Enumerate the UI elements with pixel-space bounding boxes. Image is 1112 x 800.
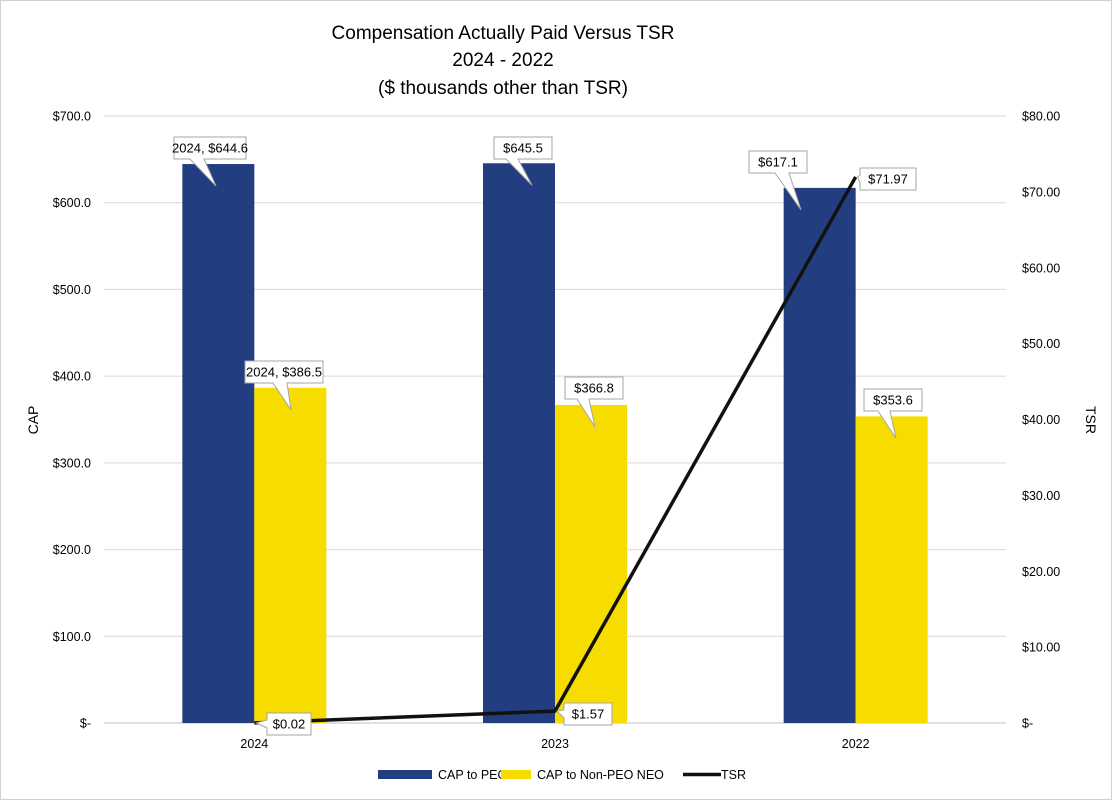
callout-box [254,712,312,736]
y2-axis-ticks: $- $10.00 $20.00 $30.00 $40.00 $50.00 $60.00 $7… [1022,110,1060,731]
callout-box [857,167,917,191]
data-label-tsr-2022: $71.97 [857,167,917,191]
x-axis-ticks: 2024 2023 2022 [240,737,869,751]
data-label-cap-peo-2022: $617.1 [748,150,808,211]
callout-text: $617.1 [758,155,798,170]
callout-box [564,376,624,428]
y2-tick-label: $- [1022,717,1033,731]
y2-tick-label: $50.00 [1022,337,1060,351]
callout-text: 2024, $644.6 [172,141,248,156]
legend-label-cap-to-non-peo-neo: CAP to Non-PEO NEO [537,768,664,782]
legend-label-cap-to-peo: CAP to PEO [438,768,508,782]
data-label-tsr-2024: $0.02 [254,712,312,736]
data-label-tsr-2023: $1.57 [555,702,613,726]
y2-tick-label: $20.00 [1022,565,1060,579]
y-tick-label: $400.0 [53,370,91,384]
bar-cap-to-non-peo-neo-2022 [855,416,928,723]
y-tick-label: $200.0 [53,543,91,557]
callout-box [493,136,553,186]
callout-text: $645.5 [503,141,543,156]
bar-cap-to-peo-2023 [483,163,555,724]
y2-tick-label: $60.00 [1022,261,1060,275]
callout-box [863,388,923,439]
tsr-line [254,176,858,725]
bar-cap-to-non-peo-neo-2023 [555,404,627,723]
callout-text: $71.97 [868,172,908,187]
legend-swatch-cap-to-non-peo-neo [501,770,531,779]
chart-subtitle-units: ($ thousands other than TSR) [378,78,628,99]
y-tick-label: $500.0 [53,283,91,297]
data-label-cap-peo-2024: 2024, $644.6 [172,136,248,187]
data-label-cap-neo-2022: $353.6 [863,388,923,439]
y2-tick-label: $10.00 [1022,641,1060,655]
x-tick-label: 2023 [541,737,569,751]
y2-tick-label: $70.00 [1022,185,1060,199]
data-labels: 2024, $644.6 $645.5 $617.1 2024, $386.5 $366… [172,136,923,736]
data-label-cap-neo-2024: 2024, $386.5 [244,360,324,411]
data-label-cap-neo-2023: $366.8 [564,376,624,428]
callout-box [173,136,247,187]
y-tick-label: $700.0 [53,110,91,124]
bars [182,163,928,724]
y-tick-label: $- [80,717,91,731]
chart-title: Compensation Actually Paid Versus TSR [332,23,675,44]
callout-box [244,360,324,411]
bar-cap-to-peo-2024 [182,164,255,723]
callout-text: $1.57 [572,707,605,722]
y-axis-title: CAP [25,406,41,435]
legend-label-tsr: TSR [721,768,746,782]
callout-text: 2024, $386.5 [246,365,322,380]
x-tick-label: 2024 [240,737,268,751]
y-tick-label: $600.0 [53,196,91,210]
callout-box [555,702,613,726]
bar-cap-to-non-peo-neo-2024 [254,387,327,723]
y2-tick-label: $80.00 [1022,110,1060,124]
legend-swatch-cap-to-peo [378,770,432,779]
y-tick-label: $300.0 [53,456,91,470]
y-tick-label: $100.0 [53,630,91,644]
callout-box [748,150,808,211]
chart-subtitle-years: 2024 - 2022 [452,50,553,71]
bar-cap-to-peo-2022 [783,187,856,724]
callout-text: $0.02 [273,717,306,732]
y2-tick-label: $30.00 [1022,489,1060,503]
y2-tick-label: $40.00 [1022,413,1060,427]
data-label-cap-peo-2023: $645.5 [493,136,553,186]
legend: CAP to PEO CAP to Non-PEO NEO TSR [378,768,746,782]
callout-text: $366.8 [574,381,614,396]
y-axis-ticks: $- $100.0 $200.0 $300.0 $400.0 $500.0 $600.0 $7… [53,110,91,731]
x-tick-label: 2022 [842,737,870,751]
tsr-line-layer [254,176,858,725]
y2-axis-title: TSR [1083,406,1099,434]
callout-text: $353.6 [873,393,913,408]
